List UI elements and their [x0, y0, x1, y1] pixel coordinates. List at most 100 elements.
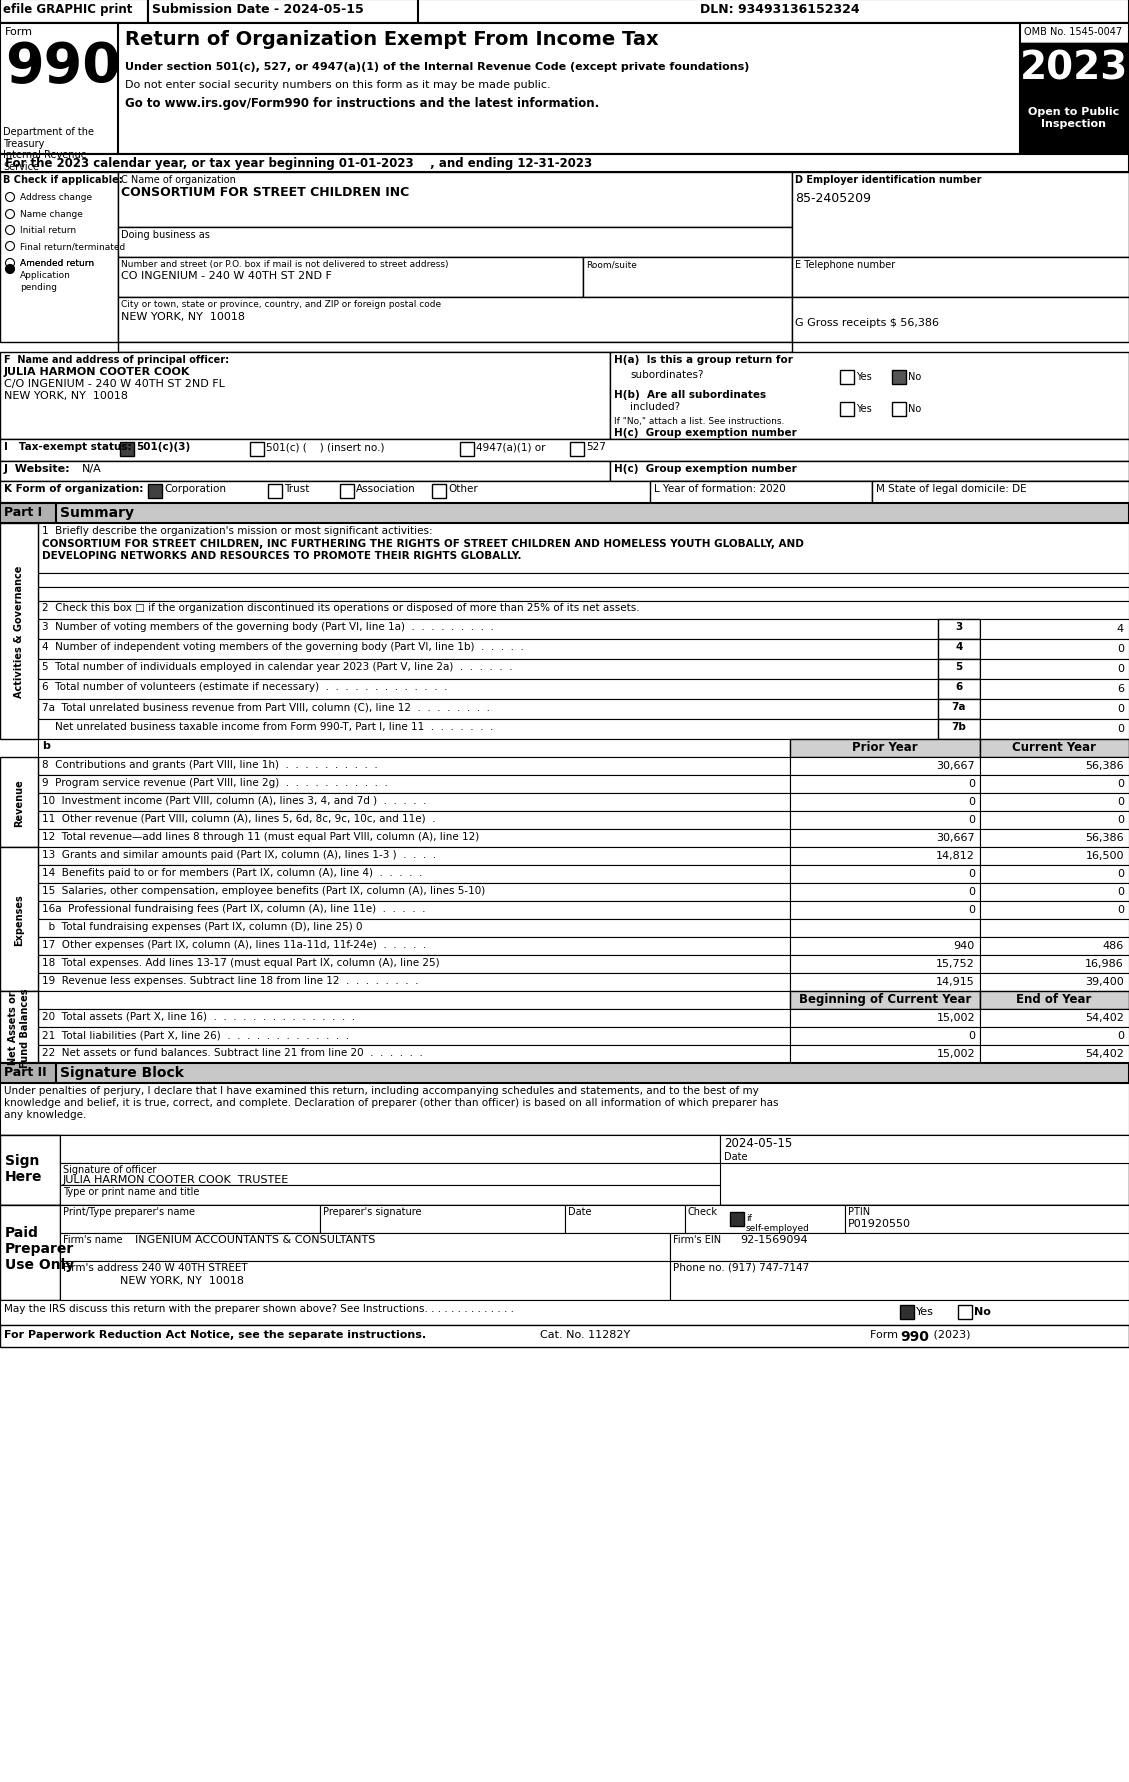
Bar	[650, 481, 872, 504]
Text: Type or print name and title: Type or print name and title	[63, 1187, 200, 1196]
Bar	[0, 504, 1129, 524]
Bar	[840, 371, 854, 385]
Text: NEW YORK, NY  10018: NEW YORK, NY 10018	[120, 1276, 244, 1285]
Text: INGENIUM ACCOUNTANTS & CONSULTANTS: INGENIUM ACCOUNTANTS & CONSULTANTS	[135, 1235, 375, 1244]
Text: Room/suite: Room/suite	[586, 260, 637, 269]
Text: Print/Type preparer's name: Print/Type preparer's name	[63, 1206, 195, 1217]
Text: Trust: Trust	[285, 483, 309, 494]
Bar	[980, 955, 1129, 973]
Text: Go to www.irs.gov/Form990 for instructions and the latest information.: Go to www.irs.gov/Form990 for instructio…	[125, 96, 599, 110]
Text: Activities & Governance: Activities & Governance	[14, 565, 24, 699]
Text: C Name of organization: C Name of organization	[121, 175, 236, 185]
Bar	[38, 659, 938, 679]
Bar	[0, 757, 38, 848]
Text: 4  Number of independent voting members of the governing body (Part VI, line 1b): 4 Number of independent voting members o…	[42, 642, 524, 652]
Text: 0: 0	[968, 886, 975, 896]
Text: included?: included?	[630, 401, 680, 412]
Text: CONSORTIUM FOR STREET CHILDREN, INC FURTHERING THE RIGHTS OF STREET CHILDREN AND: CONSORTIUM FOR STREET CHILDREN, INC FURT…	[42, 538, 804, 549]
Text: Date: Date	[724, 1151, 747, 1162]
Text: subordinates?: subordinates?	[630, 371, 703, 380]
Bar	[892, 371, 905, 385]
Text: 18  Total expenses. Add lines 13-17 (must equal Part IX, column (A), line 25): 18 Total expenses. Add lines 13-17 (must…	[42, 957, 439, 968]
Text: 5  Total number of individuals employed in calendar year 2023 (Part V, line 2a) : 5 Total number of individuals employed i…	[42, 661, 513, 672]
Text: H(c)  Group exemption number: H(c) Group exemption number	[614, 428, 797, 438]
Text: 940: 940	[954, 941, 975, 950]
Bar	[980, 679, 1129, 700]
Bar	[38, 866, 790, 884]
Bar	[900, 1304, 914, 1319]
Text: 14  Benefits paid to or for members (Part IX, column (A), line 4)  .  .  .  .  .: 14 Benefits paid to or for members (Part…	[42, 868, 422, 877]
Text: 7b: 7b	[952, 722, 966, 732]
Text: Do not enter social security numbers on this form as it may be made public.: Do not enter social security numbers on …	[125, 80, 551, 89]
Bar	[38, 620, 938, 640]
Text: Department of the
Treasury
Internal Revenue
Service: Department of the Treasury Internal Reve…	[3, 127, 94, 171]
Bar	[0, 0, 148, 23]
Bar	[790, 1009, 980, 1028]
Bar	[0, 23, 119, 155]
Bar	[790, 955, 980, 973]
Bar	[460, 442, 474, 456]
Bar	[790, 902, 980, 920]
Text: 30,667: 30,667	[936, 832, 975, 843]
Text: Phone no. (917) 747-7147: Phone no. (917) 747-7147	[673, 1262, 809, 1272]
Bar	[980, 720, 1129, 740]
Text: 54,402: 54,402	[1085, 1048, 1124, 1059]
Text: Application: Application	[20, 271, 71, 280]
Text: 501(c) (    ) (insert no.): 501(c) ( ) (insert no.)	[266, 442, 385, 453]
Bar	[840, 403, 854, 417]
Bar	[0, 173, 119, 342]
Bar	[60, 1205, 320, 1233]
Text: Initial return: Initial return	[20, 226, 76, 235]
Text: Preparer's signature: Preparer's signature	[323, 1206, 421, 1217]
Text: If "No," attach a list. See instructions.: If "No," attach a list. See instructions…	[614, 417, 785, 426]
Bar	[38, 884, 790, 902]
Text: M State of legal domicile: DE: M State of legal domicile: DE	[876, 483, 1026, 494]
Bar	[38, 640, 938, 659]
Text: 39,400: 39,400	[1085, 977, 1124, 987]
Bar	[669, 1233, 1129, 1262]
Text: 17  Other expenses (Part IX, column (A), lines 11a-11d, 11f-24e)  .  .  .  .  .: 17 Other expenses (Part IX, column (A), …	[42, 939, 427, 950]
Text: Part I: Part I	[5, 506, 42, 519]
Bar	[959, 1304, 972, 1319]
Bar	[980, 1046, 1129, 1064]
Text: 3: 3	[955, 622, 963, 631]
Text: 15  Salaries, other compensation, employee benefits (Part IX, column (A), lines : 15 Salaries, other compensation, employe…	[42, 886, 485, 896]
Bar	[980, 757, 1129, 775]
Text: 990: 990	[900, 1329, 929, 1344]
Bar	[790, 991, 980, 1009]
Text: 5: 5	[955, 661, 963, 672]
Bar	[872, 481, 1129, 504]
Text: Net unrelated business taxable income from Form 990-T, Part I, line 11  .  .  . : Net unrelated business taxable income fr…	[42, 722, 493, 732]
Text: Current Year: Current Year	[1012, 741, 1096, 754]
Text: 22  Net assets or fund balances. Subtract line 21 from line 20  .  .  .  .  .  .: 22 Net assets or fund balances. Subtract…	[42, 1048, 423, 1057]
Bar	[60, 1262, 669, 1301]
Text: Net Assets or
Fund Balances: Net Assets or Fund Balances	[8, 987, 29, 1067]
Bar	[38, 811, 790, 830]
Text: Yes: Yes	[856, 372, 872, 381]
Bar	[685, 1205, 844, 1233]
Text: Name change: Name change	[20, 210, 82, 219]
Bar	[790, 937, 980, 955]
Bar	[0, 353, 610, 440]
Bar	[0, 440, 1129, 462]
Bar	[980, 1028, 1129, 1046]
Text: 0: 0	[1117, 1030, 1124, 1041]
Bar	[38, 1009, 790, 1028]
Text: Submission Date - 2024-05-15: Submission Date - 2024-05-15	[152, 4, 364, 16]
Text: For the 2023 calendar year, or tax year beginning 01-01-2023    , and ending 12-: For the 2023 calendar year, or tax year …	[5, 157, 592, 169]
Text: 0: 0	[968, 814, 975, 825]
Text: 486: 486	[1103, 941, 1124, 950]
Bar	[790, 1028, 980, 1046]
Bar	[980, 920, 1129, 937]
Bar	[250, 442, 264, 456]
Text: No: No	[974, 1306, 991, 1317]
Text: 56,386: 56,386	[1085, 761, 1124, 770]
Text: Association: Association	[356, 483, 415, 494]
Text: 0: 0	[1117, 814, 1124, 825]
Bar	[38, 830, 790, 848]
Text: 3  Number of voting members of the governing body (Part VI, line 1a)  .  .  .  .: 3 Number of voting members of the govern…	[42, 622, 493, 631]
Text: DLN: 93493136152324: DLN: 93493136152324	[700, 4, 859, 16]
Text: efile GRAPHIC print: efile GRAPHIC print	[3, 4, 132, 16]
Text: Under penalties of perjury, I declare that I have examined this return, includin: Under penalties of perjury, I declare th…	[5, 1085, 759, 1096]
Text: OMB No. 1545-0047: OMB No. 1545-0047	[1024, 27, 1122, 37]
